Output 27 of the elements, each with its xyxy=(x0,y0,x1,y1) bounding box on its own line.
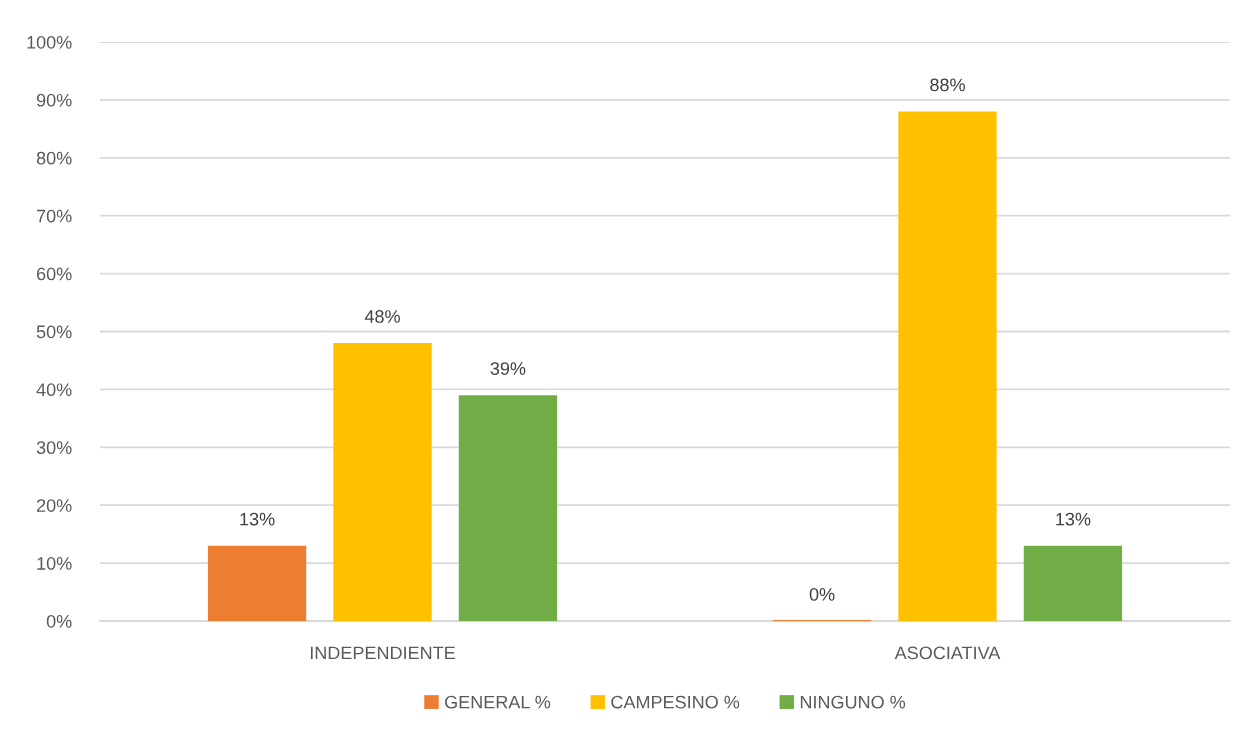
y-tick-label: 80% xyxy=(36,151,72,165)
data-label: 13% xyxy=(240,512,275,526)
y-tick-label: 70% xyxy=(37,209,72,223)
data-label: 88% xyxy=(930,78,965,92)
legend-label: GENERAL % xyxy=(445,695,551,709)
y-tick-label: 40% xyxy=(36,383,72,397)
bar xyxy=(458,395,558,621)
y-tick-label: 100% xyxy=(27,35,72,49)
y-tick-label: 20% xyxy=(36,499,72,512)
bar xyxy=(207,545,307,621)
legend-label: CAMPESINO % xyxy=(611,695,740,709)
data-label: 0% xyxy=(809,587,835,601)
data-label: 48% xyxy=(364,310,400,323)
data-label: 13% xyxy=(1056,512,1091,526)
y-tick-label: 30% xyxy=(36,441,72,455)
x-tick-label: INDEPENDIENTE xyxy=(310,646,455,660)
data-label: 39% xyxy=(490,362,526,375)
y-tick-label: 60% xyxy=(37,267,72,281)
bar xyxy=(1023,545,1123,621)
y-tick-label: 90% xyxy=(36,93,72,107)
y-tick-label: 0% xyxy=(46,614,72,628)
y-tick-label: 50% xyxy=(36,325,72,339)
bar xyxy=(898,111,997,621)
y-tick-label: 10% xyxy=(37,557,72,570)
legend-label: NINGUNO % xyxy=(800,695,906,709)
bar xyxy=(333,343,432,621)
x-tick-label: ASOCIATIVA xyxy=(894,646,1001,660)
